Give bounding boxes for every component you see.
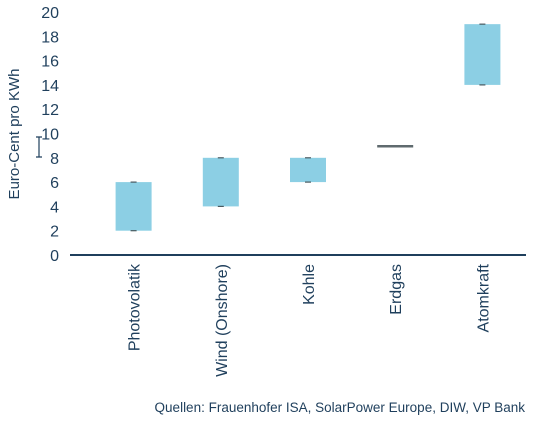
x-tick-labels: Photovolatik Wind (Onshore) Kohle Erdgas Ato… [127, 263, 493, 377]
y-tick-labels: 0 2 4 6 8 10 12 14 16 18 20 [41, 5, 59, 265]
x-tick-label: Kohle [301, 264, 318, 305]
y-tick-label: 10 [41, 127, 59, 144]
y-axis-label: Euro-Cent pro KWh [6, 69, 23, 200]
y-tick-label: 4 [50, 199, 59, 216]
y-tick-label: 0 [50, 248, 59, 265]
y-tick-label: 16 [41, 54, 59, 71]
x-tick-label: Erdgas [388, 264, 405, 315]
x-tick-label: Wind (Onshore) [214, 264, 231, 377]
range-bar-chart: Euro-Cent pro KWh 0 2 4 6 8 10 12 14 16 18 20 Phot… [6, 5, 526, 377]
y-tick-label: 8 [50, 151, 59, 168]
axis-break-mark [36, 136, 42, 158]
y-tick-label: 18 [41, 29, 59, 46]
source-note: Quellen: Frauenhofer ISA, SolarPower Eur… [154, 400, 525, 415]
range-bar-1 [202, 157, 239, 207]
y-tick-label: 2 [50, 224, 59, 241]
x-tick-label: Atomkraft [475, 263, 492, 332]
y-tick-label: 6 [50, 175, 59, 192]
x-tick-label: Photovolatik [127, 263, 144, 351]
range-bar-0 [115, 182, 152, 231]
y-tick-label: 20 [41, 5, 59, 22]
range-bar-2 [290, 157, 326, 183]
y-tick-label: 14 [41, 78, 59, 95]
y-tick-label: 12 [41, 102, 59, 119]
bars [115, 23, 501, 232]
range-bar-4 [464, 24, 501, 85]
